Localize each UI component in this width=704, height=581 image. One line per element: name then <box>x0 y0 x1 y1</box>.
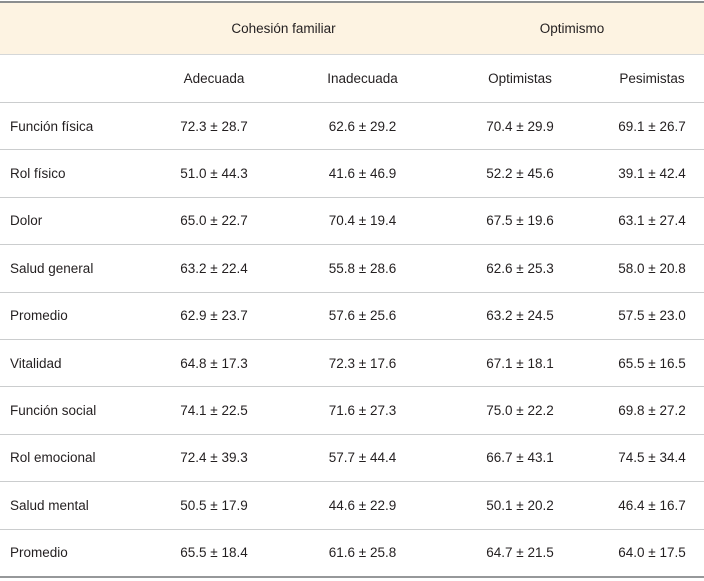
table-body: Función física 72.3 ± 28.7 62.6 ± 29.2 70.4… <box>0 102 704 578</box>
value-cell: 62.9 ± 23.7 <box>143 292 285 340</box>
value-cell: 39.1 ± 42.4 <box>600 149 704 198</box>
row-label: Vitalidad <box>0 339 143 388</box>
row-label: Salud general <box>0 244 143 293</box>
value-cell: 41.6 ± 46.9 <box>285 149 441 198</box>
table-row: Rol físico 51.0 ± 44.3 41.6 ± 46.9 52.2 ± 4… <box>0 149 704 198</box>
table-row: Promedio 62.9 ± 23.7 57.6 ± 25.6 63.2 ± 24.… <box>0 292 704 340</box>
value-cell: 57.5 ± 23.0 <box>600 292 704 340</box>
row-label: Dolor <box>0 197 143 246</box>
table-row: Vitalidad 64.8 ± 17.3 72.3 ± 17.6 67.1 ± 18… <box>0 339 704 388</box>
value-cell: 46.4 ± 16.7 <box>600 481 704 530</box>
row-label: Rol físico <box>0 149 143 198</box>
value-cell: 57.7 ± 44.4 <box>285 434 441 483</box>
value-cell: 72.4 ± 39.3 <box>143 434 285 483</box>
corner-spacer <box>0 54 143 103</box>
value-cell: 66.7 ± 43.1 <box>440 434 601 483</box>
table-row: Función física 72.3 ± 28.7 62.6 ± 29.2 70.4… <box>0 102 704 151</box>
table-row: Salud mental 50.5 ± 17.9 44.6 ± 22.9 50.1 ±… <box>0 481 704 530</box>
value-cell: 69.1 ± 26.7 <box>600 102 704 151</box>
value-cell: 61.6 ± 25.8 <box>285 529 441 578</box>
row-label: Función social <box>0 386 143 435</box>
value-cell: 71.6 ± 27.3 <box>285 386 441 435</box>
value-cell: 67.5 ± 19.6 <box>440 197 601 246</box>
value-cell: 64.7 ± 21.5 <box>440 529 601 578</box>
value-cell: 72.3 ± 28.7 <box>143 102 285 151</box>
value-cell: 52.2 ± 45.6 <box>440 149 601 198</box>
value-cell: 58.0 ± 20.8 <box>600 244 704 293</box>
column-header-row: Adecuada Inadecuada Optimistas Pesimista… <box>0 54 704 103</box>
row-label: Promedio <box>0 292 143 340</box>
value-cell: 65.0 ± 22.7 <box>143 197 285 246</box>
value-cell: 55.8 ± 28.6 <box>285 244 441 293</box>
group-header-row: Cohesión familiar Optimismo <box>0 1 704 55</box>
group-header-optimismo: Optimismo <box>440 1 704 55</box>
value-cell: 74.5 ± 34.4 <box>600 434 704 483</box>
table-row: Función social 74.1 ± 22.5 71.6 ± 27.3 75.0… <box>0 386 704 435</box>
value-cell: 72.3 ± 17.6 <box>285 339 441 388</box>
value-cell: 70.4 ± 29.9 <box>440 102 601 151</box>
table-row: Salud general 63.2 ± 22.4 55.8 ± 28.6 62.6 … <box>0 244 704 293</box>
value-cell: 51.0 ± 44.3 <box>143 149 285 198</box>
value-cell: 64.8 ± 17.3 <box>143 339 285 388</box>
value-cell: 65.5 ± 18.4 <box>143 529 285 578</box>
group-header-cohesion-familiar: Cohesión familiar <box>143 1 441 55</box>
column-header-pesimistas: Pesimistas <box>600 54 704 103</box>
column-header-adecuada: Adecuada <box>143 54 285 103</box>
value-cell: 57.6 ± 25.6 <box>285 292 441 340</box>
value-cell: 50.5 ± 17.9 <box>143 481 285 530</box>
row-label: Función física <box>0 102 143 151</box>
value-cell: 74.1 ± 22.5 <box>143 386 285 435</box>
row-label: Rol emocional <box>0 434 143 483</box>
value-cell: 70.4 ± 19.4 <box>285 197 441 246</box>
corner-spacer <box>0 1 143 55</box>
value-cell: 63.2 ± 24.5 <box>440 292 601 340</box>
column-header-inadecuada: Inadecuada <box>285 54 441 103</box>
table-row: Rol emocional 72.4 ± 39.3 57.7 ± 44.4 66.7 … <box>0 434 704 483</box>
value-cell: 62.6 ± 29.2 <box>285 102 441 151</box>
value-cell: 75.0 ± 22.2 <box>440 386 601 435</box>
value-cell: 67.1 ± 18.1 <box>440 339 601 388</box>
value-cell: 62.6 ± 25.3 <box>440 244 601 293</box>
value-cell: 50.1 ± 20.2 <box>440 481 601 530</box>
value-cell: 64.0 ± 17.5 <box>600 529 704 578</box>
row-label: Salud mental <box>0 481 143 530</box>
value-cell: 63.1 ± 27.4 <box>600 197 704 246</box>
value-cell: 44.6 ± 22.9 <box>285 481 441 530</box>
value-cell: 63.2 ± 22.4 <box>143 244 285 293</box>
value-cell: 65.5 ± 16.5 <box>600 339 704 388</box>
table-row: Promedio 65.5 ± 18.4 61.6 ± 25.8 64.7 ± 21.… <box>0 529 704 578</box>
column-header-optimistas: Optimistas <box>440 54 601 103</box>
table-row: Dolor 65.0 ± 22.7 70.4 ± 19.4 67.5 ± 19.6 63… <box>0 197 704 246</box>
value-cell: 69.8 ± 27.2 <box>600 386 704 435</box>
row-label: Promedio <box>0 529 143 578</box>
